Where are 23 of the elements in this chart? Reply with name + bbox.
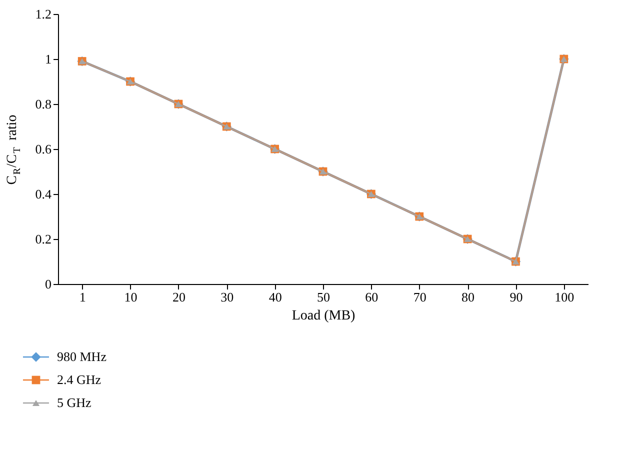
- y-tick-label: 1: [45, 52, 52, 66]
- x-tick-label: 40: [268, 290, 282, 304]
- y-tick-label: 0.6: [35, 142, 52, 156]
- x-tick-label: 80: [462, 290, 475, 304]
- x-tick-label: 10: [124, 290, 138, 304]
- legend-label: 2.4 GHz: [57, 372, 102, 387]
- x-tick-label: 90: [510, 290, 523, 304]
- y-tick-label: 1.2: [35, 6, 52, 22]
- x-tick-label: 100: [554, 290, 574, 304]
- x-tick-label: 70: [413, 290, 426, 304]
- y-tick-label: 0.2: [35, 232, 52, 246]
- x-tick-label: 1: [79, 290, 86, 304]
- x-axis-title: Load (MB): [292, 308, 356, 324]
- y-axis-title: CR/CT ratio: [5, 114, 23, 185]
- legend-label: 5 GHz: [57, 395, 92, 410]
- legend-label: 980 MHz: [57, 349, 107, 364]
- y-tick-label: 0.4: [35, 186, 52, 202]
- x-tick-label: 60: [365, 290, 378, 304]
- y-tick-label: 0: [45, 276, 52, 292]
- x-tick-label: 50: [317, 290, 330, 304]
- x-tick-label: 30: [220, 290, 234, 304]
- y-tick-label: 0.8: [35, 96, 52, 112]
- x-tick-label: 20: [172, 290, 186, 304]
